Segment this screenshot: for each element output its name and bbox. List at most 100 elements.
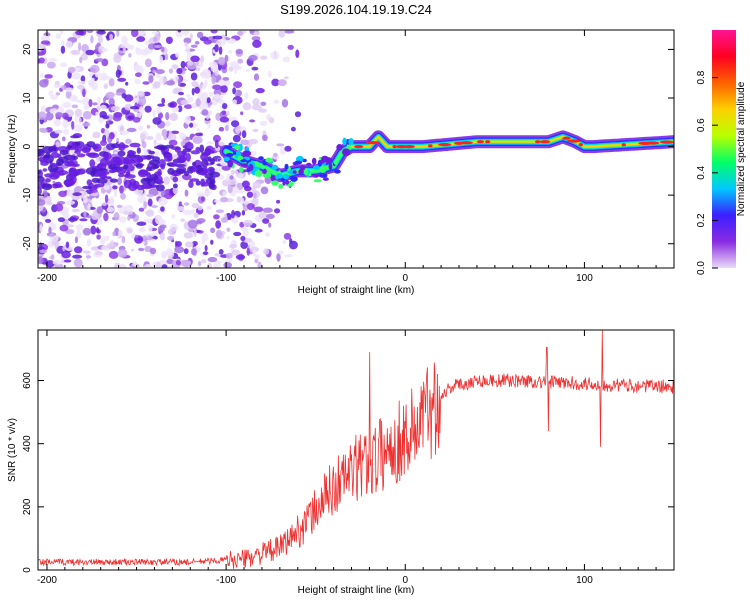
- spectrogram-noise-mark: [39, 73, 44, 78]
- spectrogram-ridge-mark: [265, 157, 273, 163]
- spectrogram-noise-mark: [48, 226, 52, 234]
- spectrogram-noise-mark: [49, 108, 59, 114]
- spectrogram-noise-mark: [194, 132, 203, 137]
- spectrogram-noise-mark: [85, 49, 95, 56]
- spectrogram-noise-mark: [104, 194, 109, 203]
- spectrogram-noise-mark: [51, 254, 55, 260]
- spectrogram-noise-mark: [169, 101, 177, 108]
- spectrogram-noise-mark: [264, 232, 271, 237]
- spectrogram-noise-mark: [117, 177, 122, 186]
- spectrogram-noise-mark: [144, 58, 152, 68]
- spectrogram-noise-mark: [182, 30, 190, 36]
- spectrogram-xtick-label: -100: [216, 273, 236, 284]
- spectrogram-band-mark: [48, 145, 57, 152]
- spectrogram-noise-mark: [125, 81, 129, 86]
- spectrogram-peak-mark: [621, 143, 626, 147]
- spectrogram-noise-mark: [242, 203, 249, 212]
- spectrogram-band-mark: [201, 158, 209, 168]
- spectrogram-ridge-mark: [248, 164, 254, 171]
- spectrogram-noise-mark: [221, 165, 231, 171]
- spectrogram-noise-mark: [231, 120, 240, 128]
- colorbar-label: Normalized spectral amplitude: [736, 81, 747, 216]
- spectrogram-ridge-mark: [328, 163, 333, 171]
- spectrogram-noise-mark: [159, 76, 167, 85]
- spectrogram-noise-mark: [143, 264, 153, 268]
- spectrogram-band-mark: [156, 184, 165, 192]
- spectrogram-noise-mark: [137, 195, 147, 204]
- spectrogram-noise-mark: [182, 209, 193, 216]
- spectrogram-noise-mark: [185, 45, 191, 54]
- spectrogram-band-mark: [38, 148, 45, 157]
- spectrogram-noise-mark: [183, 248, 189, 255]
- spectrogram-band-mark: [177, 150, 188, 158]
- spectrogram-noise-mark: [38, 204, 44, 212]
- spectrogram-noise-mark: [262, 134, 268, 142]
- spectrogram-band-mark: [160, 163, 166, 170]
- spectrogram-peak-mark: [392, 145, 397, 149]
- spectrogram-noise-mark: [65, 87, 74, 92]
- spectrogram-ytick-label: -20: [22, 236, 33, 251]
- spectrogram-noise-mark: [194, 86, 201, 94]
- spectrogram-xtick-label: -200: [37, 273, 57, 284]
- spectrogram-noise-mark: [190, 44, 198, 48]
- spectrogram-noise-mark: [165, 248, 173, 257]
- spectrogram-noise-mark: [95, 58, 104, 62]
- spectrogram-noise-mark: [72, 254, 83, 259]
- spectrogram-band-mark: [150, 164, 159, 170]
- spectrogram-noise-mark: [173, 87, 183, 93]
- spectrogram-noise-mark: [76, 99, 84, 103]
- spectrogram-noise-mark: [148, 43, 156, 50]
- spectrogram-noise-mark: [217, 56, 226, 66]
- spectrogram-noise-mark: [283, 254, 293, 258]
- spectrogram-noise-mark: [273, 152, 278, 157]
- spectrogram-noise-mark: [129, 106, 139, 110]
- spectrogram-noise-mark: [276, 252, 281, 262]
- spectrogram-noise-mark: [190, 55, 200, 63]
- spectrogram-noise-mark: [224, 54, 229, 63]
- spectrogram-band-mark: [108, 163, 117, 170]
- spectrogram-noise-mark: [294, 111, 302, 118]
- spectrogram-band-mark: [127, 150, 137, 156]
- spectrogram-noise-mark: [58, 190, 68, 197]
- spectrogram-noise-mark: [229, 175, 234, 180]
- spectrogram-noise-mark: [276, 199, 281, 204]
- spectrogram-band-mark: [109, 178, 118, 183]
- spectrogram-noise-mark: [204, 190, 212, 196]
- spectrogram-noise-mark: [222, 191, 227, 196]
- spectrogram-noise-mark: [153, 81, 161, 89]
- spectrogram-band-mark: [138, 169, 148, 178]
- spectrogram-noise-mark: [226, 236, 230, 240]
- spectrogram-noise-mark: [276, 143, 285, 147]
- spectrogram-noise-mark: [135, 72, 142, 77]
- colorbar-bar: [712, 30, 736, 268]
- spectrogram-noise-mark: [235, 190, 245, 194]
- spectrogram-ridge-mark: [319, 165, 327, 173]
- spectrogram-noise-mark: [283, 76, 289, 80]
- snr-panel: -200 -100 0 100 0 200 400 600 Height of straigh…: [7, 329, 675, 596]
- spectrogram-ridge-mark: [285, 179, 290, 185]
- spectrogram-noise-mark: [159, 232, 165, 241]
- spectrogram-noise-mark: [39, 249, 48, 254]
- spectrogram-peak-mark: [562, 136, 571, 140]
- spectrogram-band-mark: [93, 184, 98, 190]
- spectrogram-noise-mark: [65, 241, 70, 249]
- spectrogram-noise-mark: [231, 209, 235, 219]
- spectrogram-noise-mark: [213, 214, 220, 220]
- spectrogram-noise-mark: [151, 205, 159, 208]
- spectrogram-noise-mark: [102, 48, 108, 52]
- spectrogram-noise-mark: [104, 129, 110, 138]
- spectrogram-noise-mark: [99, 72, 108, 80]
- spectrogram-noise-mark: [219, 142, 225, 147]
- spectrogram-noise-mark: [136, 36, 146, 42]
- spectrogram-noise-mark: [48, 58, 58, 62]
- spectrogram-noise-mark: [96, 30, 106, 35]
- spectrogram-noise-mark: [158, 197, 168, 206]
- spectrogram-noise-mark: [86, 215, 92, 219]
- spectrogram-noise-mark: [92, 102, 98, 106]
- spectrogram-noise-mark: [182, 173, 192, 181]
- spectrogram-band-mark: [86, 179, 93, 186]
- spectrogram-noise-mark: [260, 101, 267, 107]
- spectrogram-noise-mark: [211, 75, 217, 85]
- spectrogram-noise-mark: [199, 72, 205, 77]
